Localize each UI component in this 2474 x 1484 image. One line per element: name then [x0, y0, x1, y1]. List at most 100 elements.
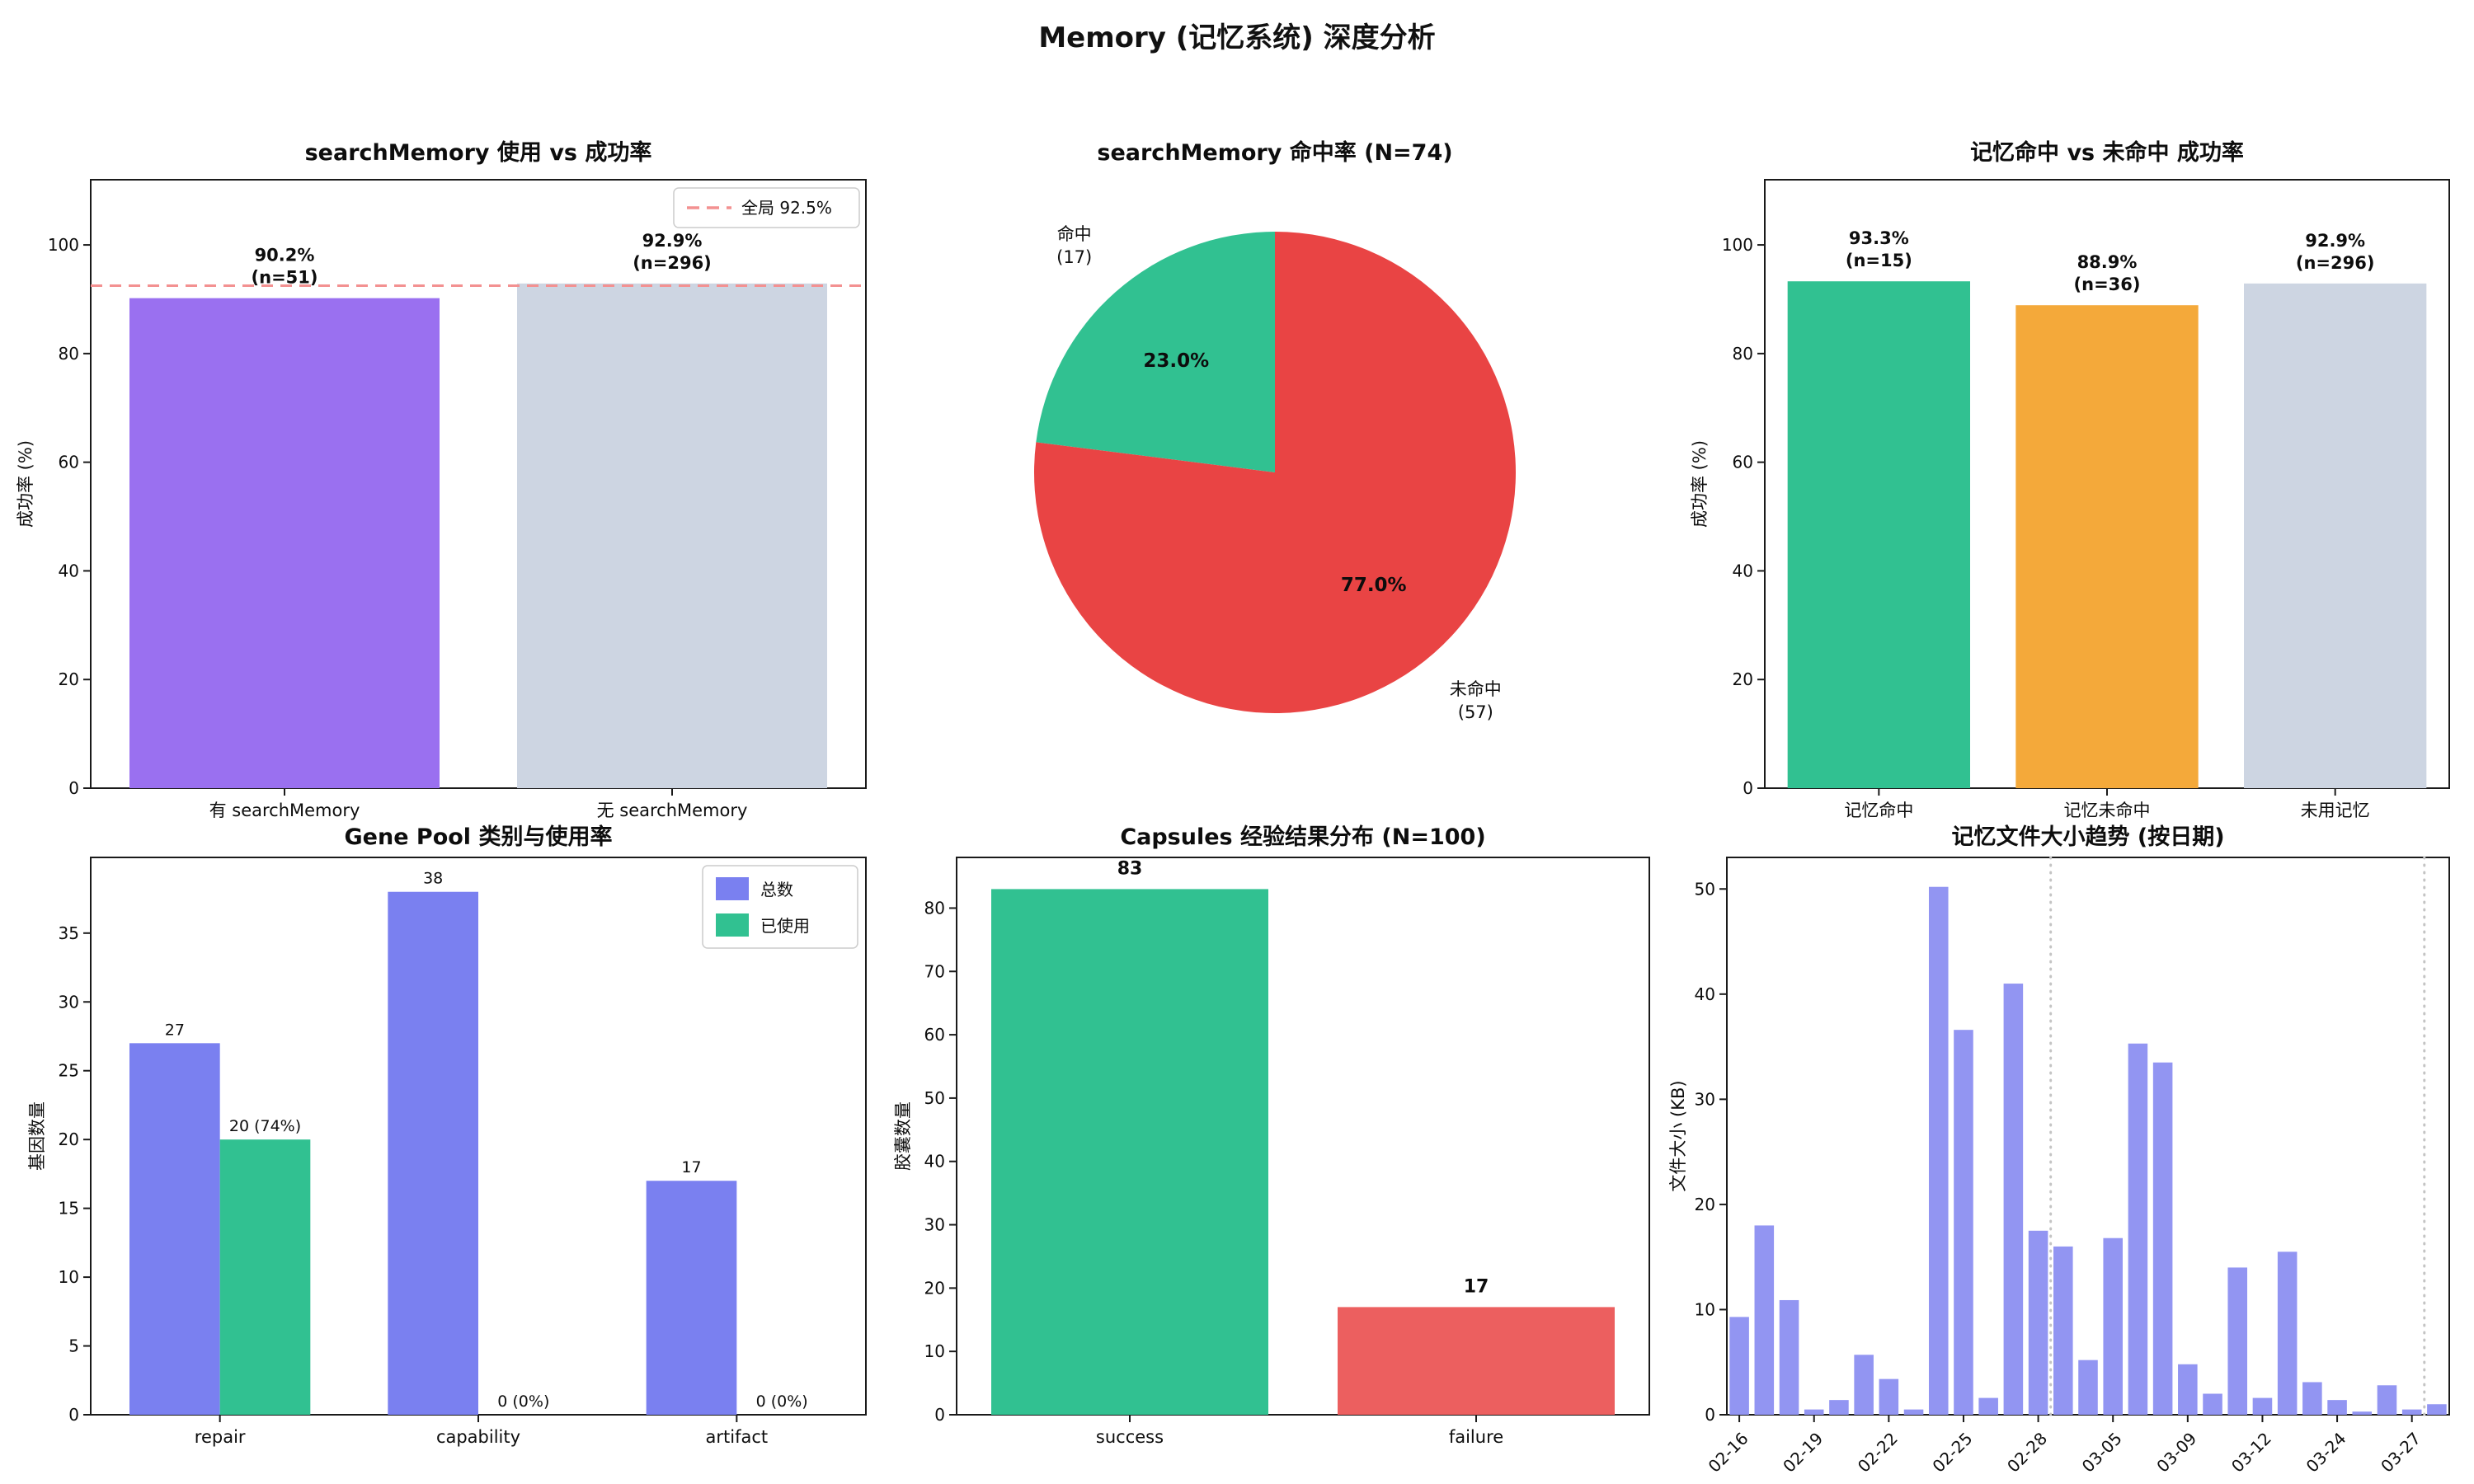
chart-title: searchMemory 使用 vs 成功率	[305, 139, 652, 166]
bar-value-label: 27	[165, 1021, 185, 1039]
chart-title: Capsules 经验结果分布 (N=100)	[1120, 824, 1485, 850]
y-tick-label: 0	[68, 1405, 79, 1425]
legend-box	[673, 187, 860, 228]
pie-slice	[1036, 232, 1275, 472]
bar	[1829, 1400, 1849, 1415]
y-tick-label: 80	[924, 898, 945, 918]
bar	[2277, 1252, 2298, 1415]
x-date-label: 02-16	[1705, 1429, 1752, 1477]
x-category-label: 记忆命中	[1844, 801, 1913, 820]
chart-title: 记忆文件大小趋势 (按日期)	[1951, 824, 2224, 850]
chart-gene-pool: Gene Pool 类别与使用率 0 5 10 15 20 25 30 35 基因数量 repair…	[25, 821, 891, 1481]
plot-border	[90, 179, 867, 789]
bar	[2427, 1404, 2447, 1415]
y-tick-label: 30	[1695, 1089, 1715, 1109]
bar-value-label: 92.9%	[642, 231, 703, 251]
y-tick-label: 0	[1743, 778, 1753, 798]
bar-value-label: (n=51)	[252, 268, 318, 288]
y-tick-label: 0	[1705, 1405, 1715, 1425]
y-tick-label: 40	[59, 561, 79, 580]
y-tick-label: 5	[68, 1336, 79, 1356]
x-category-label: 记忆未命中	[2064, 801, 2151, 820]
bar	[129, 298, 440, 788]
bar-value-label: 88.9%	[2077, 252, 2138, 272]
bar	[646, 1181, 737, 1415]
bar	[1879, 1378, 1899, 1415]
y-tick-label: 60	[59, 453, 79, 472]
y-tick-label: 20	[1695, 1195, 1715, 1214]
bar-value-label: 0 (0%)	[756, 1392, 808, 1411]
chart-memory-hit: 记忆命中 vs 未命中 成功率 0 20 40 60 80 100 成功率 (%) 记忆命中 93…	[1674, 97, 2474, 821]
pie-slice-count: (57)	[1458, 702, 1493, 722]
bar	[2302, 1382, 2322, 1415]
x-date-label: 03-27	[2377, 1429, 2425, 1477]
bar-value-label: 20 (74%)	[229, 1117, 301, 1135]
y-tick-label: 40	[1695, 984, 1715, 1004]
pie-slice-percent: 77.0%	[1341, 575, 1407, 596]
x-category-label: success	[1096, 1427, 1164, 1447]
y-tick-label: 20	[1733, 669, 1753, 689]
bar	[2015, 305, 2199, 788]
bar	[2178, 1364, 2198, 1415]
y-tick-label: 20	[59, 1129, 79, 1149]
bar	[1804, 1409, 1824, 1415]
search-usage-bar-chart: searchMemory 使用 vs 成功率 0 20 40 60 80 100 成功率 (%…	[16, 139, 867, 820]
x-date-label: 02-28	[2003, 1429, 2051, 1477]
y-tick-label: 80	[1733, 344, 1753, 364]
y-axis-label: 成功率 (%)	[1690, 440, 1710, 528]
bar	[388, 891, 478, 1415]
y-tick-label: 40	[924, 1152, 945, 1172]
y-tick-label: 10	[1695, 1299, 1715, 1319]
bar	[129, 1043, 220, 1415]
y-tick-label: 35	[59, 923, 79, 943]
chart-file-size: 记忆文件大小趋势 (按日期) 0 10 20 30 40 50 文件大小 (KB) 02-16 0…	[1668, 821, 2474, 1481]
bar	[1338, 1307, 1615, 1415]
file-size-trend-bar-chart: 记忆文件大小趋势 (按日期) 0 10 20 30 40 50 文件大小 (KB) 02-16 0…	[1668, 824, 2450, 1477]
bar	[2377, 1385, 2397, 1415]
bar	[2227, 1267, 2248, 1415]
bar	[2078, 1360, 2098, 1415]
page-title: Memory (记忆系统) 深度分析	[1038, 21, 1436, 54]
legend-label: 已使用	[760, 916, 810, 936]
bar	[1854, 1355, 1874, 1415]
chart-search-usage: searchMemory 使用 vs 成功率 0 20 40 60 80 100 成功率 (%…	[16, 97, 891, 821]
bar-value-label: 90.2%	[255, 246, 315, 265]
x-date-label: 03-24	[2302, 1429, 2350, 1477]
plot-border	[956, 857, 1650, 1416]
bar	[2003, 984, 2024, 1415]
bar	[1928, 886, 1949, 1415]
x-category-label: failure	[1449, 1427, 1503, 1447]
bar-value-label: (n=15)	[1846, 251, 1912, 270]
gene-pool-grouped-bar-chart: Gene Pool 类别与使用率 0 5 10 15 20 25 30 35 基因数量 repair…	[27, 824, 867, 1447]
y-tick-label: 0	[934, 1405, 945, 1425]
bar-value-label: 93.3%	[1849, 228, 1909, 248]
y-tick-label: 60	[924, 1025, 945, 1045]
y-tick-label: 30	[59, 992, 79, 1012]
bar	[1779, 1299, 1799, 1415]
chart-title: searchMemory 命中率 (N=74)	[1097, 139, 1452, 166]
bar	[2244, 283, 2427, 788]
x-date-label: 02-22	[1854, 1429, 1902, 1477]
chart-title: Gene Pool 类别与使用率	[345, 824, 613, 850]
bar-value-label: 38	[423, 870, 443, 888]
bar	[1787, 281, 1970, 788]
x-category-label: 无 searchMemory	[597, 801, 748, 820]
bar	[2203, 1393, 2222, 1415]
y-axis-label: 文件大小 (KB)	[1668, 1080, 1688, 1191]
y-tick-label: 100	[48, 235, 79, 255]
pie-slice-count: (17)	[1056, 247, 1092, 267]
bar	[2352, 1411, 2373, 1415]
y-tick-label: 80	[59, 344, 79, 364]
hit-rate-pie-chart: searchMemory 命中率 (N=74) 命中 (17) 23.0% 未命中 (57…	[1034, 139, 1516, 722]
bar	[1954, 1030, 1973, 1415]
bar-value-label: 92.9%	[2305, 231, 2365, 251]
bar	[2327, 1400, 2347, 1415]
bar-value-label: (n=296)	[633, 253, 712, 273]
x-date-label: 03-09	[2152, 1429, 2200, 1477]
legend-swatch	[716, 913, 749, 937]
pie-slice	[1034, 232, 1516, 713]
bar	[2103, 1237, 2123, 1415]
y-axis-label: 胶囊数量	[893, 1101, 913, 1171]
y-tick-label: 40	[1733, 561, 1753, 580]
memory-hit-bar-chart: 记忆命中 vs 未命中 成功率 0 20 40 60 80 100 成功率 (%) 记忆命中 93…	[1690, 139, 2450, 820]
